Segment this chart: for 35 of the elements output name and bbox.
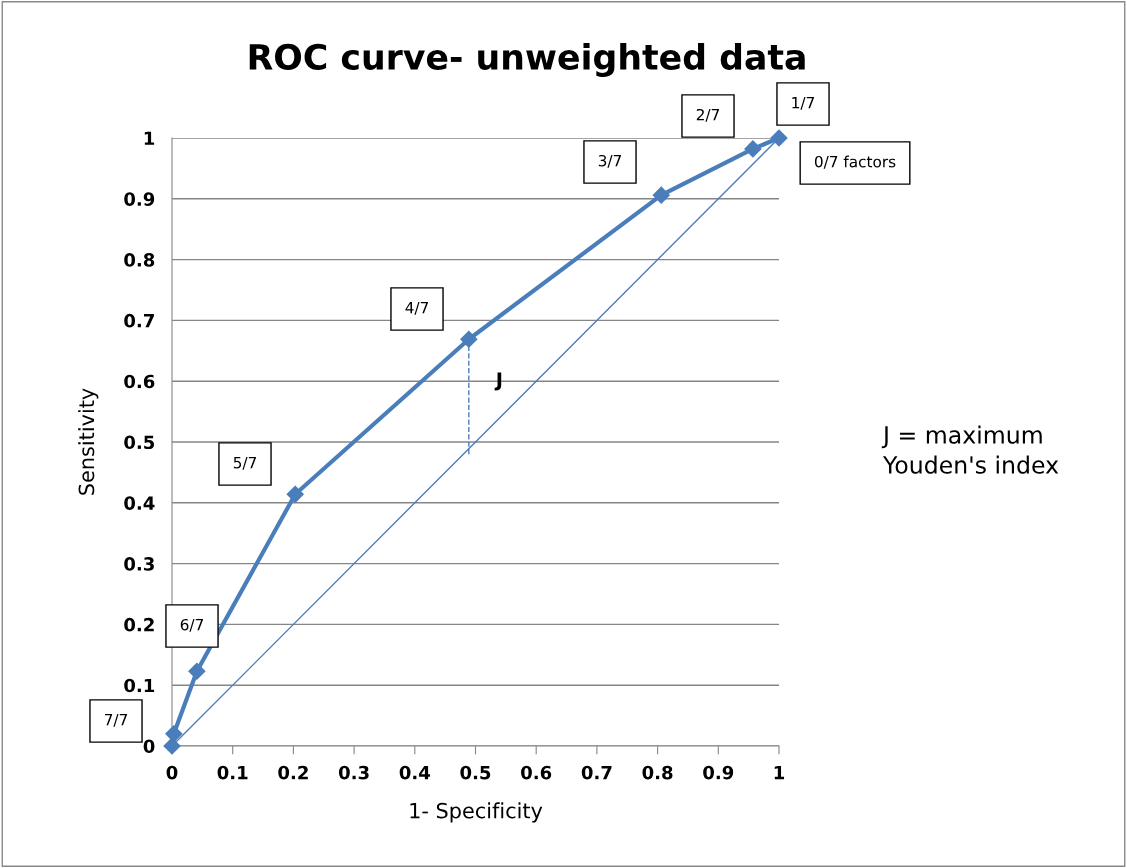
y-tick-label: 0.1 xyxy=(124,678,155,693)
x-axis-title: 1- Specificity xyxy=(410,802,543,823)
y-axis-title: Sensitivity xyxy=(78,388,99,495)
annotation: 6/7 xyxy=(180,618,203,632)
text: 0/7 factors xyxy=(814,155,896,169)
text: 2/7 xyxy=(696,108,719,122)
text: J = maximum Youden's index xyxy=(881,425,1059,474)
x-tick-label: 0.5 xyxy=(460,765,491,780)
y-tick-label: 0.9 xyxy=(124,192,155,206)
x-tick-label: 0.1 xyxy=(217,765,248,780)
y-tick-label: 0.7 xyxy=(124,313,154,328)
x-tick-label: 0.6 xyxy=(521,765,552,780)
y-tick-label: 0.2 xyxy=(124,617,154,632)
y-tick-label: 0.4 xyxy=(124,496,155,510)
x-tick-label: 0 xyxy=(166,765,178,780)
x-tick-label: 0.4 xyxy=(399,765,430,780)
annotation: 5/7 xyxy=(233,457,256,470)
y-tick-label: 0.5 xyxy=(124,435,155,450)
text: 1/7 xyxy=(792,97,814,110)
annotation: 4/7 xyxy=(405,302,428,315)
x-tick-label: 0.3 xyxy=(338,765,369,780)
text: 7/7 xyxy=(104,714,127,727)
y-tick-label: 0 xyxy=(143,739,155,754)
y-tick-label: 0.6 xyxy=(124,374,155,389)
y-tick-label: 1 xyxy=(144,131,155,145)
annotation: J xyxy=(494,372,502,391)
y-tick-label: 0.3 xyxy=(124,557,154,571)
x-tick-label: 0.2 xyxy=(278,765,308,780)
x-tick-label: 0.9 xyxy=(703,765,734,780)
chart-title: ROC curve- unweighted data xyxy=(249,43,805,77)
y-tick-label: 0.8 xyxy=(124,253,155,267)
x-tick-label: 0.8 xyxy=(642,765,673,780)
annotation: 3/7 xyxy=(598,154,621,168)
x-tick-label: 1 xyxy=(774,766,785,780)
x-tick-label: 0.7 xyxy=(581,765,612,780)
